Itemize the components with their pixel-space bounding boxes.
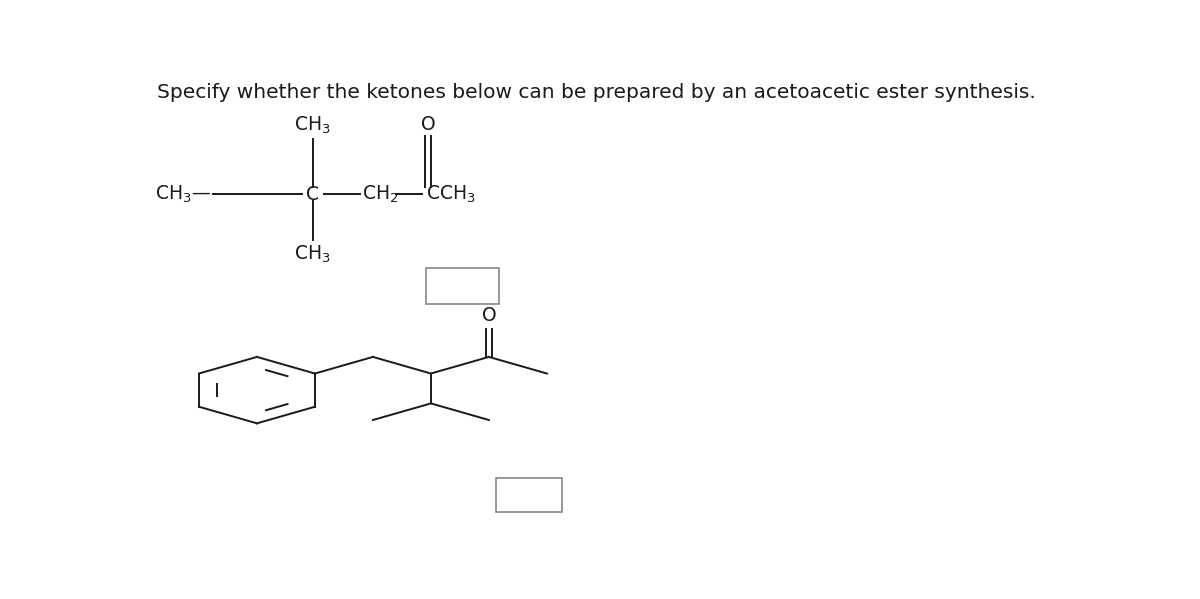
FancyBboxPatch shape bbox=[426, 268, 499, 304]
Text: O: O bbox=[421, 115, 436, 134]
Text: CCH$_3$: CCH$_3$ bbox=[426, 183, 476, 205]
FancyBboxPatch shape bbox=[496, 478, 562, 512]
Text: ∨: ∨ bbox=[479, 282, 488, 294]
Text: ∨: ∨ bbox=[542, 490, 552, 503]
Text: Specify whether the ketones below can be prepared by an acetoacetic ester synthe: Specify whether the ketones below can be… bbox=[157, 83, 1036, 102]
Text: O: O bbox=[481, 306, 497, 325]
Text: CH$_3$—: CH$_3$— bbox=[155, 183, 211, 205]
Text: C: C bbox=[306, 184, 319, 204]
Text: CH$_2$: CH$_2$ bbox=[362, 183, 398, 205]
Text: no: no bbox=[443, 276, 466, 295]
Text: CH$_3$: CH$_3$ bbox=[294, 243, 331, 265]
Text: CH$_3$: CH$_3$ bbox=[294, 115, 331, 137]
